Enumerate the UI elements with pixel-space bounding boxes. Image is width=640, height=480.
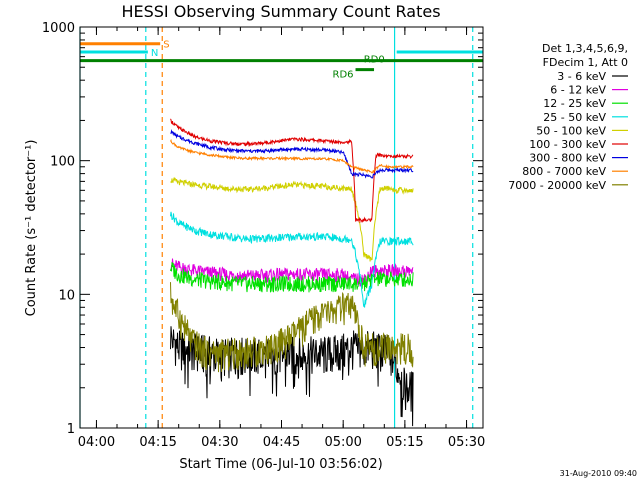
annotation-label-n: N xyxy=(151,48,158,59)
legend-label-3: 25 - 50 keV xyxy=(543,111,606,124)
y-tick-label-2: 100 xyxy=(50,155,75,170)
legend-label-5: 100 - 300 keV xyxy=(529,138,606,151)
series-line-4 xyxy=(170,176,414,262)
legend-label-7: 800 - 7000 keV xyxy=(522,165,606,178)
legend-label-1: 6 - 12 keV xyxy=(550,84,606,97)
legend-label-2: 12 - 25 keV xyxy=(543,97,606,110)
annotation-label-rd0: RD0 xyxy=(364,55,385,66)
x-tick-label-0: 04:00 xyxy=(78,435,115,450)
x-axis-label: Start Time (06-Jul-10 03:56:02) xyxy=(179,457,382,472)
series-line-5 xyxy=(170,118,414,224)
x-tick-label-5: 05:15 xyxy=(386,435,423,450)
chart-title: HESSI Observing Summary Count Rates xyxy=(121,2,440,21)
legend-label-0: 3 - 6 keV xyxy=(557,70,606,83)
y-tick-label-1: 10 xyxy=(58,288,75,303)
annotation-label-rd6: RD6 xyxy=(333,70,354,81)
series-line-3 xyxy=(170,211,414,308)
x-tick-label-1: 04:15 xyxy=(139,435,176,450)
legend-label-4: 50 - 100 keV xyxy=(536,124,606,137)
series-line-7 xyxy=(170,138,414,174)
x-tick-label-6: 05:30 xyxy=(448,435,485,450)
series-line-6 xyxy=(170,128,414,179)
annotation-label-s: S xyxy=(163,40,169,51)
series-line-8 xyxy=(170,282,414,373)
footer-date: 31-Aug-2010 09:40 xyxy=(560,469,637,478)
x-tick-label-4: 05:00 xyxy=(324,435,361,450)
y-axis-label: Count Rate (s⁻¹ detector⁻¹) xyxy=(24,140,39,317)
series-line-1 xyxy=(170,258,414,287)
series-line-0 xyxy=(170,326,414,427)
x-tick-label-3: 04:45 xyxy=(263,435,300,450)
legend-header-0: Det 1,3,4,5,6,9, xyxy=(542,42,628,55)
legend-label-8: 7000 - 20000 keV xyxy=(508,179,606,192)
legend: Det 1,3,4,5,6,9,FDecim 1, Att 03 - 6 keV… xyxy=(508,42,628,192)
y-tick-label-0: 1 xyxy=(67,422,75,437)
x-tick-label-2: 04:30 xyxy=(201,435,238,450)
legend-header-1: FDecim 1, Att 0 xyxy=(543,56,628,69)
plot-frame xyxy=(79,26,484,429)
legend-label-6: 300 - 800 keV xyxy=(529,152,606,165)
y-tick-label-3: 1000 xyxy=(42,21,75,36)
